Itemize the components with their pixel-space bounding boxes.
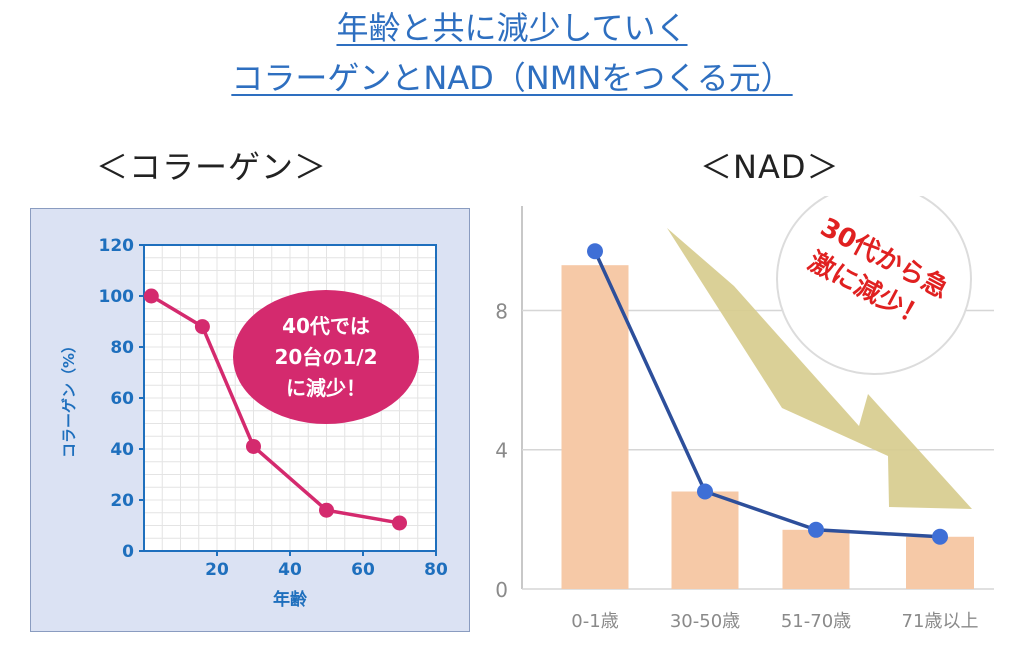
y-tick-label: 80 — [110, 338, 134, 358]
x-tick-label: 20 — [205, 560, 229, 580]
page-title-line2: コラーゲンとNAD（NMNをつくる元） — [231, 59, 793, 97]
x-tick-label: 60 — [351, 560, 375, 580]
y-axis-label: コラーゲン（%） — [60, 338, 78, 458]
y-tick-label: 8 — [495, 299, 508, 323]
nad-data-point — [932, 528, 948, 545]
x-tick-label: 40 — [278, 560, 302, 580]
x-tick-label: 30-50歳 — [670, 611, 740, 632]
nad-bar — [561, 265, 629, 589]
page-title-line1: 年齢と共に減少していく — [336, 9, 688, 47]
nad-bar — [906, 536, 974, 589]
collagen-heading: ＜コラーゲン＞ — [96, 148, 328, 186]
y-tick-label: 0 — [495, 578, 508, 602]
collagen-data-point — [319, 502, 334, 518]
x-axis-label: 年齢 — [273, 589, 308, 610]
x-tick-label: 51-70歳 — [781, 611, 851, 632]
callout-bubble — [776, 196, 972, 375]
x-tick-label: 0-1歳 — [571, 611, 618, 632]
collagen-data-point — [143, 288, 159, 304]
nad-bar — [782, 529, 850, 589]
nad-data-point — [587, 243, 603, 260]
y-tick-label: 0 — [122, 542, 134, 562]
collagen-chart: 0 20 40 60 80 100 120 20 40 60 80 年齢 コラーゲン（%） 40代では 20… — [60, 236, 448, 610]
collagen-data-point — [392, 515, 407, 531]
nad-series-line — [593, 250, 941, 539]
collagen-data-point — [246, 438, 261, 454]
y-tick-label: 20 — [110, 491, 134, 511]
trend-arrow — [667, 228, 972, 509]
callout-bubble — [233, 290, 419, 424]
nad-bar — [671, 491, 739, 589]
callout-text: に減少！ — [286, 376, 366, 400]
collagen-data-point — [194, 319, 210, 335]
nad-heading: ＜NAD＞ — [700, 148, 840, 186]
callout-text: 40代では — [282, 314, 370, 338]
nad-data-point — [808, 521, 824, 538]
y-tick-label: 60 — [110, 389, 134, 409]
nad-data-point — [697, 483, 713, 500]
y-tick-label: 100 — [99, 287, 135, 307]
x-tick-label: 71歳以上 — [902, 611, 979, 632]
y-tick-label: 120 — [99, 236, 135, 256]
y-tick-label: 40 — [110, 440, 134, 460]
collagen-chart-panel: 0 20 40 60 80 100 120 20 40 60 80 年齢 コラーゲン（%） 40代では 20… — [30, 208, 470, 632]
x-tick-label: 80 — [424, 560, 448, 580]
y-tick-label: 4 — [495, 439, 508, 463]
callout-text: 20台の1/2 — [275, 345, 378, 369]
